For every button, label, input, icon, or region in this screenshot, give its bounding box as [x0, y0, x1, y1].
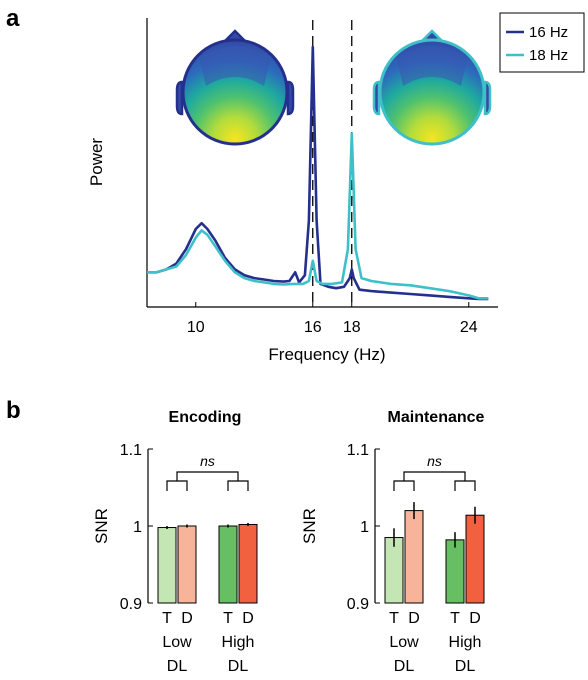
x-ticks: 10 16 18 24	[187, 302, 478, 336]
encoding-significance-label: ns	[200, 453, 215, 469]
spectrum-lines	[147, 45, 489, 301]
encoding-bar-label-4: D	[242, 610, 254, 627]
series-line-18-hz	[147, 132, 489, 300]
series-line-16-hz	[147, 45, 489, 301]
maintenance-bar-label-1: T	[389, 610, 399, 627]
encoding-y-tick-label-0.9: 0.9	[120, 596, 142, 613]
encoding-bracket-high	[227, 480, 249, 491]
legend-label-18hz: 18 Hz	[529, 47, 568, 64]
encoding-group-label-2-line-2: DL	[228, 658, 249, 675]
encoding-bar-label-2: D	[181, 610, 193, 627]
encoding-y-tick-label-1: 1	[133, 519, 142, 536]
panel-a-label: a	[6, 5, 20, 32]
x-tick-label-18: 18	[343, 319, 361, 336]
encoding-bar-1	[157, 527, 177, 604]
encoding-bar-4	[238, 523, 258, 604]
x-tick-label-16: 16	[304, 319, 322, 336]
maintenance-significance-label: ns	[427, 453, 442, 469]
maintenance-y-axis-label: SNR	[300, 508, 319, 544]
encoding-bracket-low	[166, 480, 188, 491]
legend-box	[499, 12, 585, 73]
panel-a-line-chart: 10 16 18 24 Power Frequency (Hz) 16 Hz 18 H…	[87, 12, 585, 364]
encoding-y-tick-label-1.1: 1.1	[120, 442, 142, 459]
maintenance-bar-1	[384, 537, 404, 604]
maintenance-group-label-2-line-1: High	[449, 634, 482, 651]
legend-label-16hz: 16 Hz	[529, 24, 568, 41]
maintenance-bar-label-3: T	[450, 610, 460, 627]
maintenance-bar-3	[445, 539, 465, 604]
maintenance-group-label-1-line-2: DL	[394, 658, 415, 675]
legend: 16 Hz 18 Hz	[499, 12, 585, 73]
maintenance-bar-4	[465, 514, 485, 604]
maintenance-bar-label-2: D	[408, 610, 420, 627]
maintenance-bracket-low	[393, 480, 415, 491]
y-axis-label: Power	[87, 138, 106, 187]
topography-map-16hz	[175, 29, 295, 146]
maintenance-y-tick-label-1.1: 1.1	[347, 442, 369, 459]
encoding-y-axis-label: SNR	[92, 508, 111, 544]
x-axis-label: Frequency (Hz)	[268, 345, 385, 364]
maintenance-y-tick-label-1: 1	[360, 519, 369, 536]
encoding-bracket-top	[176, 471, 239, 481]
encoding-group-label-1-line-2: DL	[167, 658, 188, 675]
maintenance-bar-2	[404, 510, 424, 604]
maintenance-bar-label-4: D	[469, 610, 481, 627]
maintenance-bracket-high	[454, 480, 476, 491]
maintenance-y-tick-label-0.9: 0.9	[347, 596, 369, 613]
x-tick-label-24: 24	[460, 319, 478, 336]
maintenance-title: Maintenance	[388, 409, 485, 426]
encoding-group-label-2-line-1: High	[222, 634, 255, 651]
encoding-bar-label-3: T	[223, 610, 233, 627]
encoding-group-label-1-line-1: Low	[162, 634, 192, 651]
topography-map-18hz	[372, 29, 492, 146]
maintenance-group-label-1-line-1: Low	[389, 634, 419, 651]
encoding-bar-2	[177, 525, 197, 604]
encoding-bar-label-1: T	[162, 610, 172, 627]
encoding-bar-3	[218, 525, 238, 604]
panel-b-label: b	[6, 397, 21, 424]
maintenance-group-label-2-line-2: DL	[455, 658, 476, 675]
maintenance-bracket-top	[403, 471, 466, 481]
x-tick-label-10: 10	[187, 319, 205, 336]
encoding-title: Encoding	[169, 409, 242, 426]
